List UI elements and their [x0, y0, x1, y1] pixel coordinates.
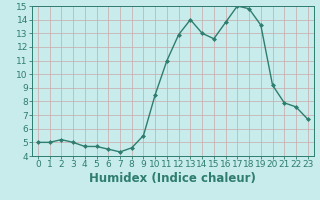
X-axis label: Humidex (Indice chaleur): Humidex (Indice chaleur)	[89, 172, 256, 185]
